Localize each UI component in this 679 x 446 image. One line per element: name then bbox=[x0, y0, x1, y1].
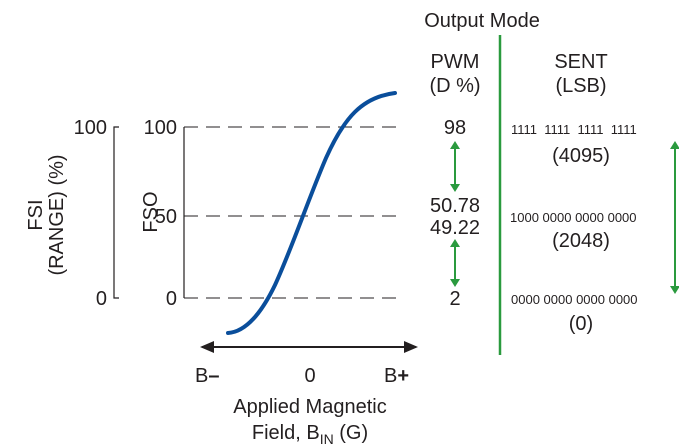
pwm-title: PWM bbox=[431, 51, 480, 73]
sent-bits-top: 1111 1111 1111 1111 bbox=[511, 122, 637, 137]
sent-subtitle: (LSB) bbox=[555, 75, 606, 97]
sent-title: SENT bbox=[554, 51, 607, 73]
x-label-b-plus: B+ bbox=[384, 365, 409, 387]
pwm-value-2: 2 bbox=[449, 288, 460, 310]
sent-bits-mid: 1000 0000 0000 0000 bbox=[510, 210, 637, 225]
fsi-label-line2: (RANGE) (%) bbox=[46, 154, 68, 275]
fsi-axis-bracket bbox=[113, 126, 119, 299]
pwm-value-49-22: 49.22 bbox=[430, 217, 480, 239]
fso-tick-0: 0 bbox=[166, 288, 177, 310]
pwm-value-50-78: 50.78 bbox=[430, 195, 480, 217]
x-caption-line1: Applied Magnetic bbox=[233, 396, 386, 418]
transfer-curve bbox=[226, 91, 397, 335]
x-caption-line2: Field, BIN (G) bbox=[252, 422, 368, 446]
fsi-label-line1: FSI bbox=[25, 199, 47, 230]
x-label-zero: 0 bbox=[304, 365, 315, 387]
sent-decimal-2048: (2048) bbox=[552, 230, 610, 252]
fsi-tick-100: 100 bbox=[74, 117, 107, 139]
fso-tick-50: 50 bbox=[155, 206, 177, 228]
fso-axis-label: FSO bbox=[140, 191, 162, 232]
fso-tick-100: 100 bbox=[144, 117, 177, 139]
pwm-value-98: 98 bbox=[444, 117, 466, 139]
sent-bits-bottom: 0000 0000 0000 0000 bbox=[511, 292, 638, 307]
x-label-b-minus: B– bbox=[195, 365, 219, 387]
pwm-subtitle: (D %) bbox=[429, 75, 480, 97]
fsi-axis-label: FSI (RANGE) (%) bbox=[25, 154, 68, 275]
output-mode-title: Output Mode bbox=[424, 10, 540, 32]
fsi-tick-0: 0 bbox=[96, 288, 107, 310]
sent-decimal-4095: (4095) bbox=[552, 145, 610, 167]
sent-decimal-0: (0) bbox=[569, 313, 593, 335]
